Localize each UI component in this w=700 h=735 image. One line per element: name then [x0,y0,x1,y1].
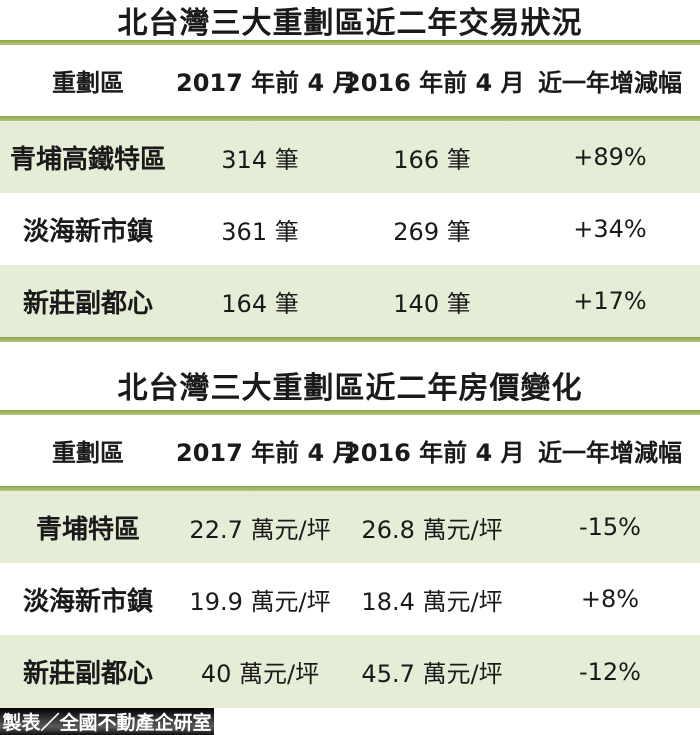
table2-title: 北台灣三大重劃區近二年房價變化 [117,371,583,406]
value-change: +34% [573,215,647,243]
table2-row-qingpu: 青埔特區 22.7 萬元/坪 26.8 萬元/坪 -15% [0,491,700,563]
table2-header-2017: 2017 年前 4 月 [176,439,357,467]
table2-row-danhai: 淡海新市鎮 19.9 萬元/坪 18.4 萬元/坪 +8% [0,563,700,635]
value-2017: 314 筆 [221,145,299,174]
table1-header-row: 重劃區 2017 年前 4 月 2016 年前 4 月 近一年增減幅 [0,45,700,116]
zone-name: 青埔特區 [35,514,140,545]
value-2017: 164 筆 [221,289,299,318]
value-change: +17% [573,287,647,315]
table1-row-xinzhuang: 新莊副都心 164 筆 140 筆 +17% [0,265,700,337]
zone-name: 青埔高鐵特區 [9,144,166,175]
value-2016: 140 筆 [393,289,471,318]
divider-rule [0,486,700,491]
table1-header-change: 近一年增減幅 [538,69,682,97]
table1-header-2017: 2017 年前 4 月 [176,69,357,97]
value-change: +8% [580,585,640,613]
value-2017: 361 筆 [221,217,299,246]
table2-header-change: 近一年增減幅 [538,439,682,467]
value-2016: 166 筆 [393,145,471,174]
table1-header-zone: 重劃區 [52,69,124,97]
footer-area: 製表／全國不動產企研室 [0,708,700,735]
value-2017: 40 萬元/坪 [200,660,320,688]
credit-badge: 製表／全國不動產企研室 [0,708,214,735]
table1-title: 北台灣三大重劃區近二年交易狀況 [117,6,583,41]
value-2017: 19.9 萬元/坪 [189,587,331,616]
value-change: -15% [578,513,641,541]
table1-row-danhai: 淡海新市鎮 361 筆 269 筆 +34% [0,193,700,265]
table2-header-zone: 重劃區 [52,439,124,467]
value-2016: 269 筆 [393,217,471,246]
table2-row-xinzhuang: 新莊副都心 40 萬元/坪 45.7 萬元/坪 -12% [0,635,700,708]
table1-row-qingpu-hsr: 青埔高鐵特區 314 筆 166 筆 +89% [0,121,700,193]
value-2016: 26.8 萬元/坪 [361,515,503,544]
table2-header-row: 重劃區 2017 年前 4 月 2016 年前 4 月 近一年增減幅 [0,415,700,486]
table2-header-2016: 2016 年前 4 月 [344,439,525,467]
value-2016: 45.7 萬元/坪 [361,660,503,688]
divider-rule [0,410,700,415]
value-change: +89% [573,143,647,171]
divider-rule [0,337,700,342]
value-change: -12% [578,657,641,686]
value-2017: 22.7 萬元/坪 [189,515,331,544]
value-2016: 18.4 萬元/坪 [361,587,503,616]
zone-name: 新莊副都心 [22,659,153,689]
divider-rule [0,116,700,121]
zone-name: 新莊副都心 [22,288,153,319]
zone-name: 淡海新市鎮 [22,586,153,617]
divider-rule [0,40,700,45]
table1-header-2016: 2016 年前 4 月 [344,69,525,97]
zone-name: 淡海新市鎮 [22,216,153,247]
